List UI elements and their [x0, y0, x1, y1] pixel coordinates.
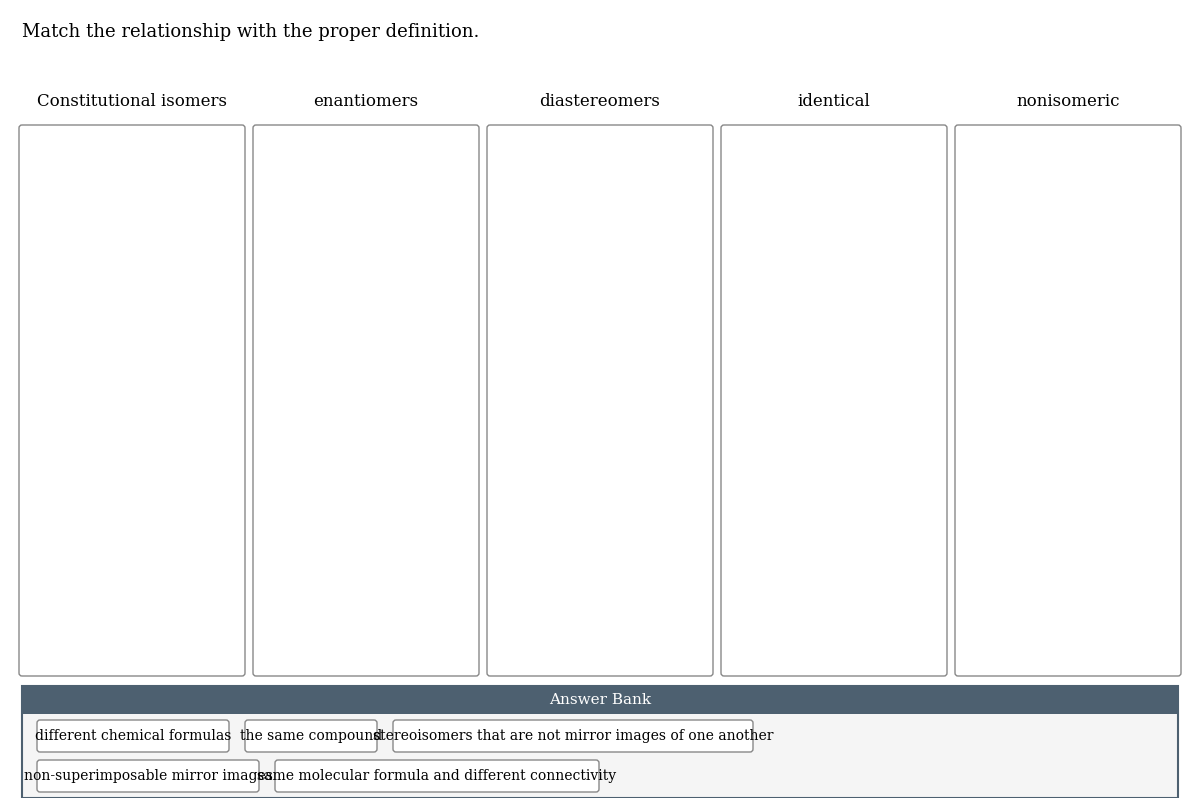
Text: nonisomeric: nonisomeric	[1016, 93, 1120, 110]
FancyBboxPatch shape	[275, 760, 599, 792]
Text: Match the relationship with the proper definition.: Match the relationship with the proper d…	[22, 23, 479, 41]
Text: enantiomers: enantiomers	[313, 93, 419, 110]
Text: non-superimposable mirror images: non-superimposable mirror images	[24, 769, 272, 783]
FancyBboxPatch shape	[394, 720, 754, 752]
Text: different chemical formulas: different chemical formulas	[35, 729, 232, 743]
Text: diastereomers: diastereomers	[540, 93, 660, 110]
Text: Constitutional isomers: Constitutional isomers	[37, 93, 227, 110]
FancyBboxPatch shape	[487, 125, 713, 676]
Bar	[22, 686, 1178, 714]
Bar	[22, 686, 1178, 798]
Text: Answer Bank: Answer Bank	[548, 693, 652, 707]
FancyBboxPatch shape	[37, 720, 229, 752]
FancyBboxPatch shape	[955, 125, 1181, 676]
Text: the same compound: the same compound	[240, 729, 382, 743]
Text: stereoisomers that are not mirror images of one another: stereoisomers that are not mirror images…	[373, 729, 773, 743]
FancyBboxPatch shape	[245, 720, 377, 752]
Text: identical: identical	[798, 93, 870, 110]
FancyBboxPatch shape	[19, 125, 245, 676]
Text: same molecular formula and different connectivity: same molecular formula and different con…	[258, 769, 617, 783]
FancyBboxPatch shape	[253, 125, 479, 676]
FancyBboxPatch shape	[721, 125, 947, 676]
FancyBboxPatch shape	[37, 760, 259, 792]
